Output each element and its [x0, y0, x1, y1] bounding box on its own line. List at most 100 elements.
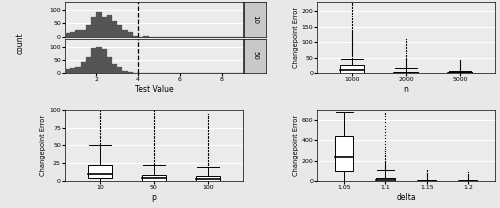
Point: [402, 61, 410, 64]
Point: [402, 66, 410, 69]
Bar: [133, 36, 138, 37]
Point: [204, 121, 212, 124]
Point: [456, 66, 464, 69]
Bar: [340, 65, 364, 73]
Bar: [107, 57, 112, 73]
Point: [150, 142, 158, 146]
Point: [402, 56, 410, 59]
Point: [204, 135, 212, 139]
Point: [96, 140, 104, 143]
Point: [382, 156, 390, 159]
Point: [423, 168, 431, 171]
Point: [464, 177, 472, 181]
Bar: [118, 68, 122, 73]
Point: [402, 65, 410, 69]
Point: [204, 157, 212, 160]
Point: [382, 160, 390, 163]
Point: [348, 44, 356, 47]
Point: [348, 11, 356, 15]
Point: [464, 172, 472, 175]
Point: [204, 134, 212, 137]
Bar: [128, 72, 133, 73]
Point: [204, 151, 212, 154]
Point: [348, 25, 356, 28]
Point: [96, 128, 104, 131]
Point: [456, 67, 464, 70]
Y-axis label: Changepoint Error: Changepoint Error: [40, 115, 46, 176]
Point: [402, 42, 410, 45]
Point: [204, 148, 212, 151]
Point: [204, 120, 212, 123]
Point: [150, 128, 158, 131]
Point: [464, 176, 472, 179]
Point: [348, 14, 356, 18]
Point: [423, 178, 431, 181]
Point: [348, 32, 356, 35]
Bar: [107, 15, 112, 37]
Bar: [102, 50, 107, 73]
Point: [96, 117, 104, 120]
Point: [96, 138, 104, 141]
Point: [204, 154, 212, 157]
Point: [96, 118, 104, 122]
Point: [348, 40, 356, 43]
X-axis label: Test Value: Test Value: [134, 85, 173, 94]
Point: [348, 51, 356, 54]
Point: [348, 41, 356, 44]
Point: [150, 123, 158, 126]
Point: [382, 128, 390, 131]
Bar: [91, 48, 96, 73]
Point: [456, 65, 464, 68]
Point: [382, 153, 390, 156]
Bar: [70, 32, 75, 37]
Point: [402, 51, 410, 55]
Point: [423, 177, 431, 181]
Point: [382, 162, 390, 165]
Point: [96, 124, 104, 127]
Point: [150, 121, 158, 124]
Point: [348, 49, 356, 52]
Point: [348, 53, 356, 56]
Point: [96, 111, 104, 114]
Point: [382, 166, 390, 170]
Bar: [112, 64, 117, 73]
Point: [402, 53, 410, 56]
Point: [96, 130, 104, 133]
Point: [96, 125, 104, 129]
Point: [150, 145, 158, 149]
Point: [456, 62, 464, 65]
Point: [464, 177, 472, 180]
Point: [402, 48, 410, 52]
Point: [150, 134, 158, 137]
Point: [150, 159, 158, 163]
Point: [150, 162, 158, 166]
Point: [96, 120, 104, 123]
Point: [204, 124, 212, 127]
Point: [348, 56, 356, 59]
Point: [150, 113, 158, 116]
Point: [96, 142, 104, 146]
Point: [464, 173, 472, 177]
Bar: [448, 72, 472, 73]
Point: [402, 50, 410, 53]
Point: [348, 47, 356, 51]
Bar: [394, 72, 418, 73]
Point: [348, 1, 356, 4]
Point: [402, 60, 410, 63]
Point: [150, 155, 158, 158]
Point: [150, 124, 158, 127]
X-axis label: n: n: [404, 85, 408, 94]
Bar: [91, 17, 96, 37]
Bar: [376, 178, 395, 181]
Point: [402, 57, 410, 60]
Point: [456, 60, 464, 64]
Point: [348, 32, 356, 36]
Bar: [122, 72, 128, 73]
Point: [150, 130, 158, 133]
Point: [204, 152, 212, 156]
Point: [348, 39, 356, 42]
Point: [348, 50, 356, 53]
Bar: [96, 12, 102, 37]
Point: [402, 47, 410, 50]
Point: [204, 140, 212, 143]
